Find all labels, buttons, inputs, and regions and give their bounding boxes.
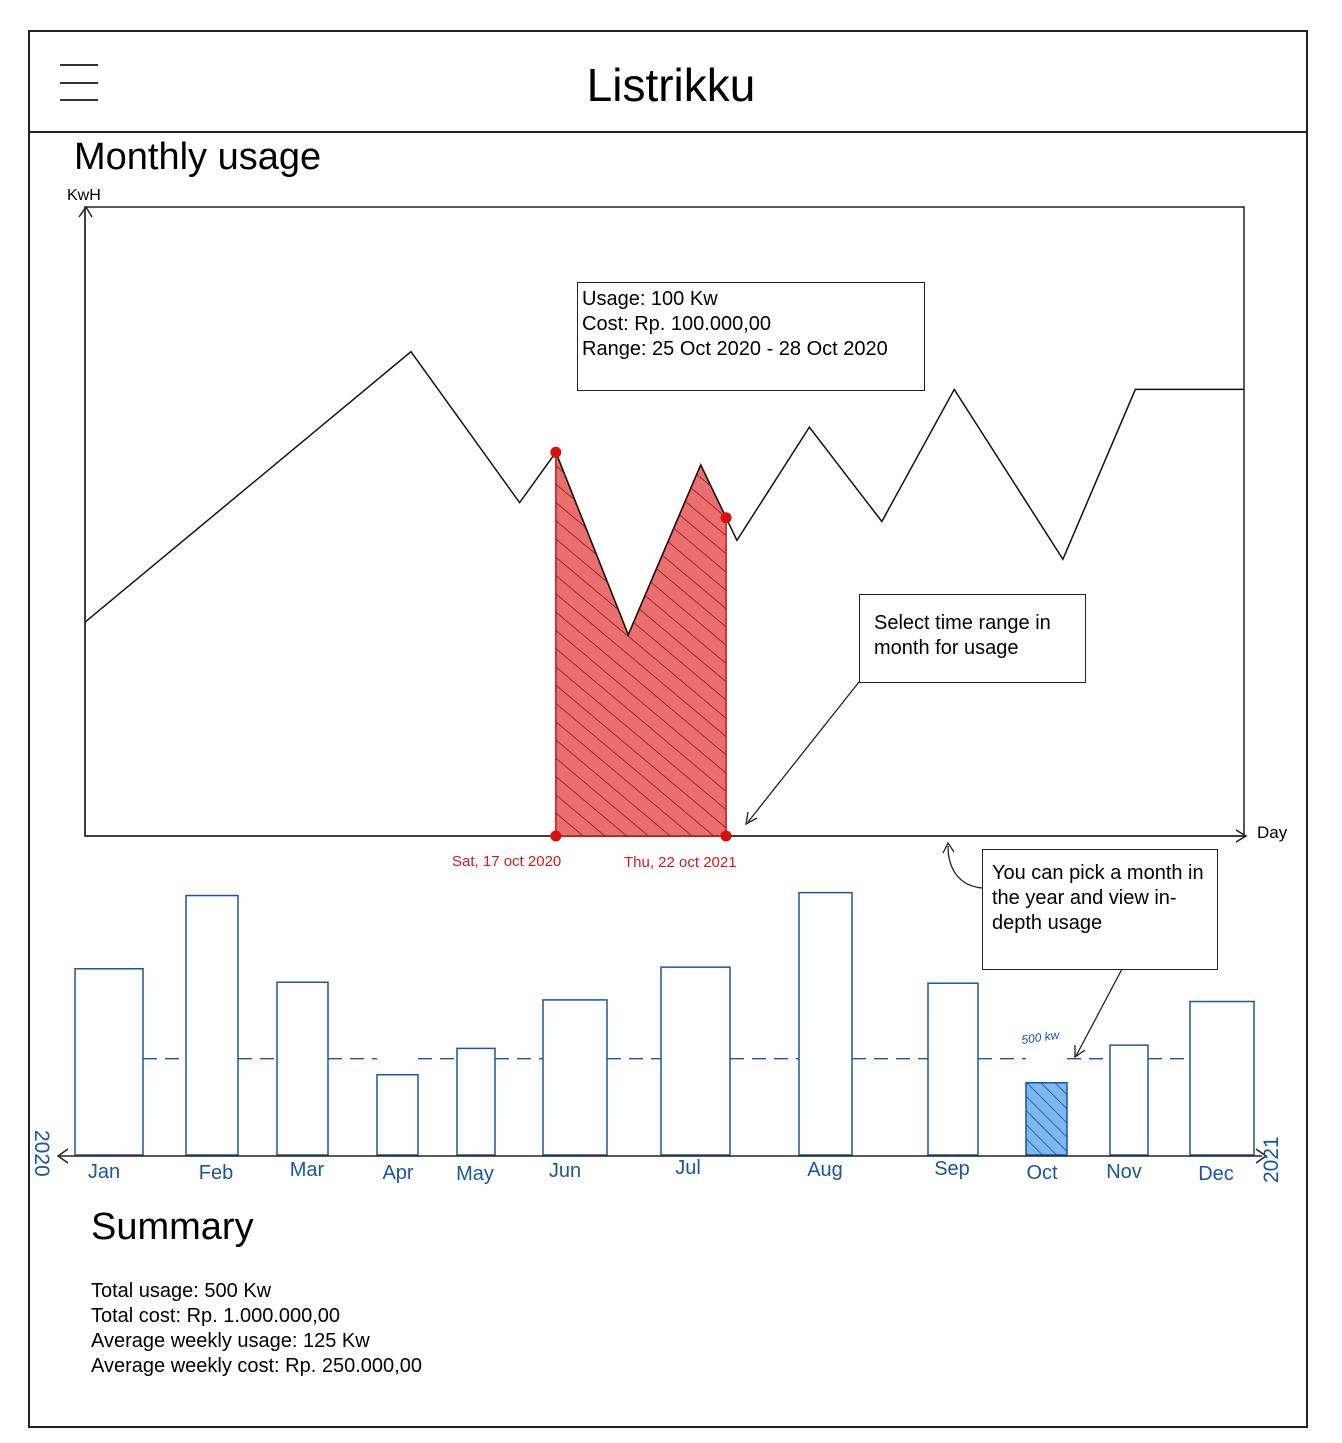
range-start-bottom-handle[interactable] bbox=[550, 830, 562, 842]
month-label-jan[interactable]: Jan bbox=[88, 1161, 120, 1183]
month-label-may[interactable]: May bbox=[456, 1163, 494, 1185]
month-hint-text: You can pick a month in the year and vie… bbox=[992, 862, 1204, 934]
selected-range-area[interactable] bbox=[555, 452, 727, 837]
x-axis-label: Day bbox=[1257, 823, 1288, 842]
range-start-top-handle[interactable] bbox=[550, 446, 562, 458]
range-hint-text: Select time range in month for usage bbox=[874, 612, 1051, 659]
summary-block: Total usage: 500 Kw Total cost: Rp. 1.00… bbox=[91, 1279, 422, 1379]
month-bar-aug[interactable] bbox=[798, 891, 853, 1156]
range-hint-arrowhead-icon bbox=[745, 811, 758, 826]
month-bar-may[interactable] bbox=[456, 1047, 496, 1156]
usage-series-line bbox=[84, 350, 1244, 637]
month-hint-curve-arrowhead-icon bbox=[942, 841, 955, 854]
month-label-oct[interactable]: Oct bbox=[1026, 1162, 1058, 1184]
year-right-label[interactable]: 2021 bbox=[1260, 1136, 1283, 1183]
month-bar-sep[interactable] bbox=[927, 982, 979, 1156]
month-label-dec[interactable]: Dec bbox=[1198, 1163, 1234, 1185]
month-axis-left-arrow-icon[interactable] bbox=[56, 1148, 69, 1164]
app-title: Listrikku bbox=[586, 59, 756, 111]
month-hint-curve bbox=[947, 845, 983, 889]
month-bar-jun[interactable] bbox=[542, 999, 608, 1156]
y-axis-arrow-icon bbox=[78, 205, 93, 218]
month-label-jul[interactable]: Jul bbox=[675, 1157, 701, 1179]
month-hint-arrowhead-icon bbox=[1074, 1045, 1086, 1059]
x-axis-arrow-icon bbox=[1235, 829, 1248, 843]
hamburger-menu-icon[interactable] bbox=[60, 64, 100, 102]
month-bar-apr[interactable] bbox=[376, 1073, 419, 1156]
month-hint-arrow bbox=[1075, 968, 1123, 1057]
range-end-bottom-handle[interactable] bbox=[720, 830, 732, 842]
selection-tooltip: Usage: 100 Kw Cost: Rp. 100.000,00 Range… bbox=[577, 282, 925, 391]
range-end-top-handle[interactable] bbox=[720, 512, 732, 524]
month-label-feb[interactable]: Feb bbox=[199, 1162, 233, 1184]
range-end-label: Thu, 22 oct 2021 bbox=[624, 854, 737, 871]
tooltip-range: Range: 25 Oct 2020 - 28 Oct 2020 bbox=[582, 338, 888, 360]
month-bar-nov[interactable] bbox=[1109, 1044, 1149, 1156]
month-bar-dec[interactable] bbox=[1189, 1000, 1255, 1156]
month-label-aug[interactable]: Aug bbox=[807, 1159, 843, 1181]
summary-total-usage: Total usage: 500 Kw bbox=[91, 1280, 272, 1302]
top-bar bbox=[28, 30, 1308, 133]
monthly-usage-title: Monthly usage bbox=[74, 136, 322, 178]
month-label-sep[interactable]: Sep bbox=[934, 1158, 970, 1180]
range-hint-note: Select time range in month for usage bbox=[859, 594, 1086, 683]
month-label-nov[interactable]: Nov bbox=[1106, 1161, 1142, 1183]
year-left-label[interactable]: 2020 bbox=[30, 1130, 53, 1177]
month-bar-jul[interactable] bbox=[660, 966, 731, 1156]
summary-avg-weekly-cost: Average weekly cost: Rp. 250.000,00 bbox=[91, 1355, 422, 1377]
selected-month-hatch bbox=[1026, 1082, 1067, 1155]
month-label-jun[interactable]: Jun bbox=[549, 1160, 581, 1182]
average-value-label: 500 kw bbox=[1020, 1028, 1061, 1047]
month-bar-feb[interactable] bbox=[185, 894, 239, 1156]
range-start-label: Sat, 17 oct 2020 bbox=[452, 853, 561, 870]
y-axis-label: KwH bbox=[67, 187, 101, 204]
tooltip-cost: Cost: Rp. 100.000,00 bbox=[582, 313, 772, 335]
tooltip-usage: Usage: 100 Kw bbox=[582, 288, 718, 310]
summary-avg-weekly-usage: Average weekly usage: 125 Kw bbox=[91, 1330, 370, 1352]
summary-total-cost: Total cost: Rp. 1.000.000,00 bbox=[91, 1305, 341, 1327]
month-hint-note: You can pick a month in the year and vie… bbox=[982, 849, 1218, 970]
month-axis-right-arrow-icon[interactable] bbox=[1255, 1148, 1268, 1164]
month-label-mar[interactable]: Mar bbox=[290, 1159, 325, 1181]
month-bar-mar[interactable] bbox=[276, 981, 329, 1156]
range-hint-arrow bbox=[747, 681, 860, 823]
summary-title: Summary bbox=[91, 1206, 254, 1248]
app-frame bbox=[28, 30, 1308, 1428]
month-label-apr[interactable]: Apr bbox=[382, 1162, 413, 1184]
month-bar-jan[interactable] bbox=[74, 968, 144, 1156]
